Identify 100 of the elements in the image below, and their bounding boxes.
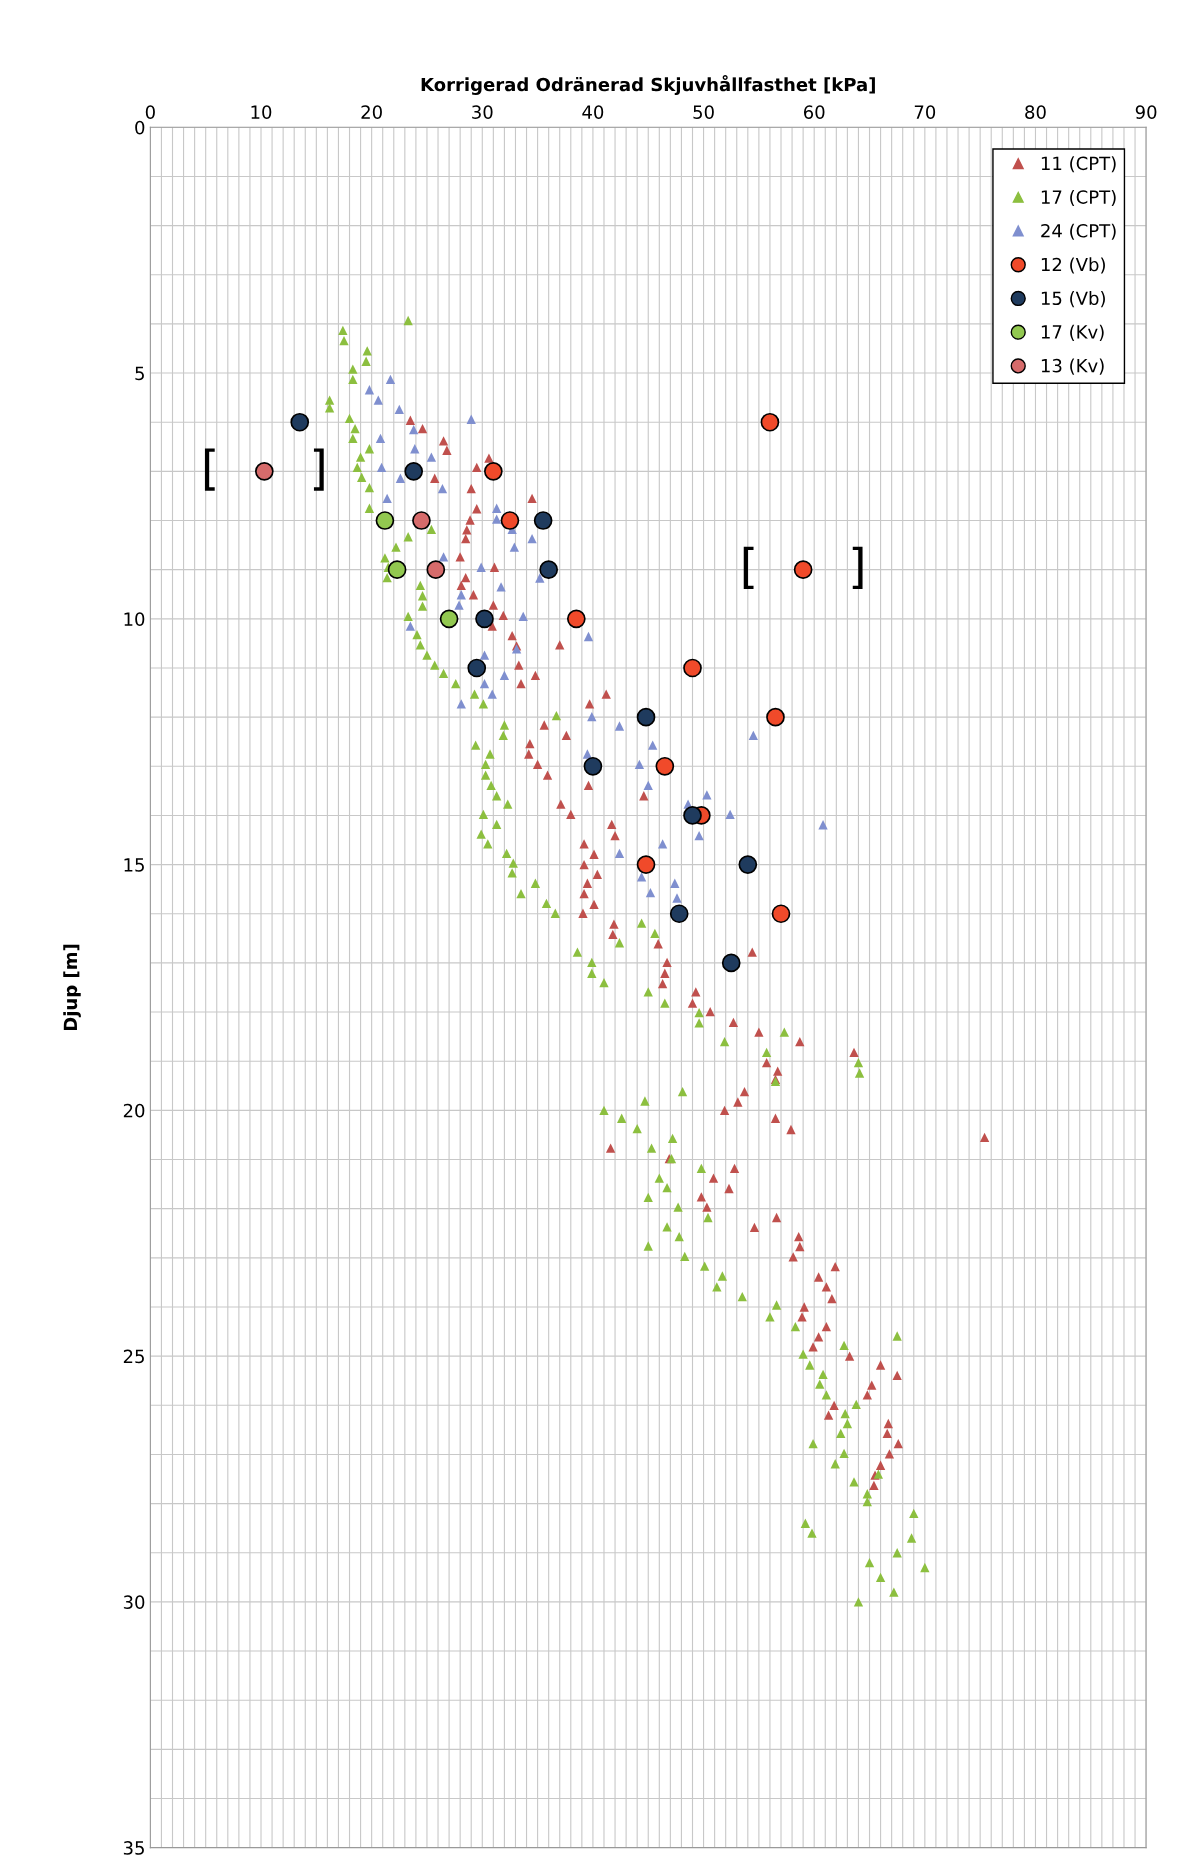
point — [404, 462, 424, 481]
point — [373, 395, 383, 405]
point — [484, 462, 503, 481]
point — [721, 953, 741, 973]
point — [375, 433, 386, 444]
point — [643, 780, 653, 791]
point — [655, 756, 675, 776]
point — [518, 611, 528, 622]
y-tick-label: 20 — [123, 1103, 145, 1118]
point — [376, 462, 387, 473]
point — [614, 848, 625, 858]
point — [636, 872, 647, 882]
point — [437, 483, 448, 494]
point — [426, 560, 446, 580]
point — [657, 839, 668, 849]
y-tick-label: 10 — [124, 612, 145, 626]
point — [818, 820, 828, 830]
point — [496, 582, 506, 592]
legend-label: 15 (Vb) — [1041, 291, 1105, 308]
point — [535, 573, 545, 583]
point — [479, 650, 490, 660]
y-tick-label: 25 — [123, 1349, 144, 1364]
y-axis-title: Djup [m] — [63, 944, 81, 1031]
y-tick-label: 15 — [124, 858, 144, 872]
point — [614, 721, 625, 731]
point — [394, 404, 404, 415]
x-tick-label: 20 — [361, 105, 382, 119]
point — [290, 412, 310, 432]
x-tick-label: 10 — [251, 105, 272, 119]
annotation: [ ] — [743, 546, 863, 589]
point — [648, 740, 658, 750]
x-tick-label: 40 — [582, 105, 604, 119]
legend-label: 13 (Kv) — [1041, 358, 1104, 375]
point — [385, 374, 396, 385]
legend-label: 17 (CPT) — [1041, 189, 1116, 207]
point — [793, 560, 813, 580]
point — [645, 887, 656, 898]
x-tick-label: 80 — [1025, 105, 1046, 119]
legend-label: 11 (CPT) — [1041, 156, 1116, 173]
point — [566, 609, 586, 629]
point — [582, 749, 593, 759]
x-axis-title: Korrigerad Odränerad Skjuvhållfasthet [kPa] — [421, 75, 875, 95]
point — [254, 462, 274, 481]
point — [382, 493, 392, 504]
x-tick-label: 0 — [145, 105, 155, 119]
x-tick-label: 70 — [914, 105, 936, 119]
point — [409, 424, 419, 435]
point — [738, 855, 758, 874]
legend-label: 24 (CPT) — [1041, 223, 1116, 240]
point — [771, 904, 791, 924]
point — [683, 658, 702, 678]
point — [748, 730, 758, 740]
point — [760, 412, 780, 432]
point — [694, 830, 704, 841]
point — [766, 707, 785, 727]
point — [669, 904, 689, 924]
point — [683, 806, 702, 825]
x-tick-label: 50 — [693, 105, 714, 119]
point — [467, 658, 487, 678]
point — [439, 609, 459, 629]
point — [438, 552, 449, 562]
point — [487, 689, 497, 699]
point — [412, 511, 431, 530]
point — [499, 670, 510, 681]
y-tick-label: 5 — [135, 366, 144, 381]
point — [539, 560, 559, 580]
point — [527, 534, 537, 544]
point — [636, 855, 656, 874]
point — [702, 790, 712, 800]
point — [387, 560, 407, 580]
point — [672, 893, 682, 903]
point — [533, 511, 553, 530]
point — [634, 759, 645, 769]
point — [456, 699, 466, 709]
point — [583, 756, 603, 776]
point — [476, 562, 486, 572]
y-tick-label: 35 — [123, 1841, 144, 1855]
legend-label: 17 (Kv) — [1041, 324, 1104, 341]
point — [500, 511, 520, 530]
point — [479, 679, 490, 689]
x-tick-label: 90 — [1135, 105, 1157, 119]
point — [583, 631, 594, 642]
y-tick-label: 0 — [135, 120, 145, 135]
point — [509, 542, 520, 552]
point — [395, 473, 406, 483]
point — [475, 609, 494, 629]
x-tick-label: 60 — [803, 105, 825, 119]
annotation: [ ] — [204, 448, 324, 491]
point — [375, 511, 395, 530]
point — [636, 707, 656, 727]
point — [492, 503, 502, 513]
point — [670, 878, 680, 888]
point — [725, 809, 735, 820]
point — [426, 452, 437, 462]
point — [466, 414, 476, 424]
y-tick-label: 30 — [123, 1595, 145, 1610]
point — [405, 621, 416, 631]
x-tick-label: 30 — [472, 105, 493, 119]
point — [364, 385, 375, 395]
point — [492, 514, 502, 524]
